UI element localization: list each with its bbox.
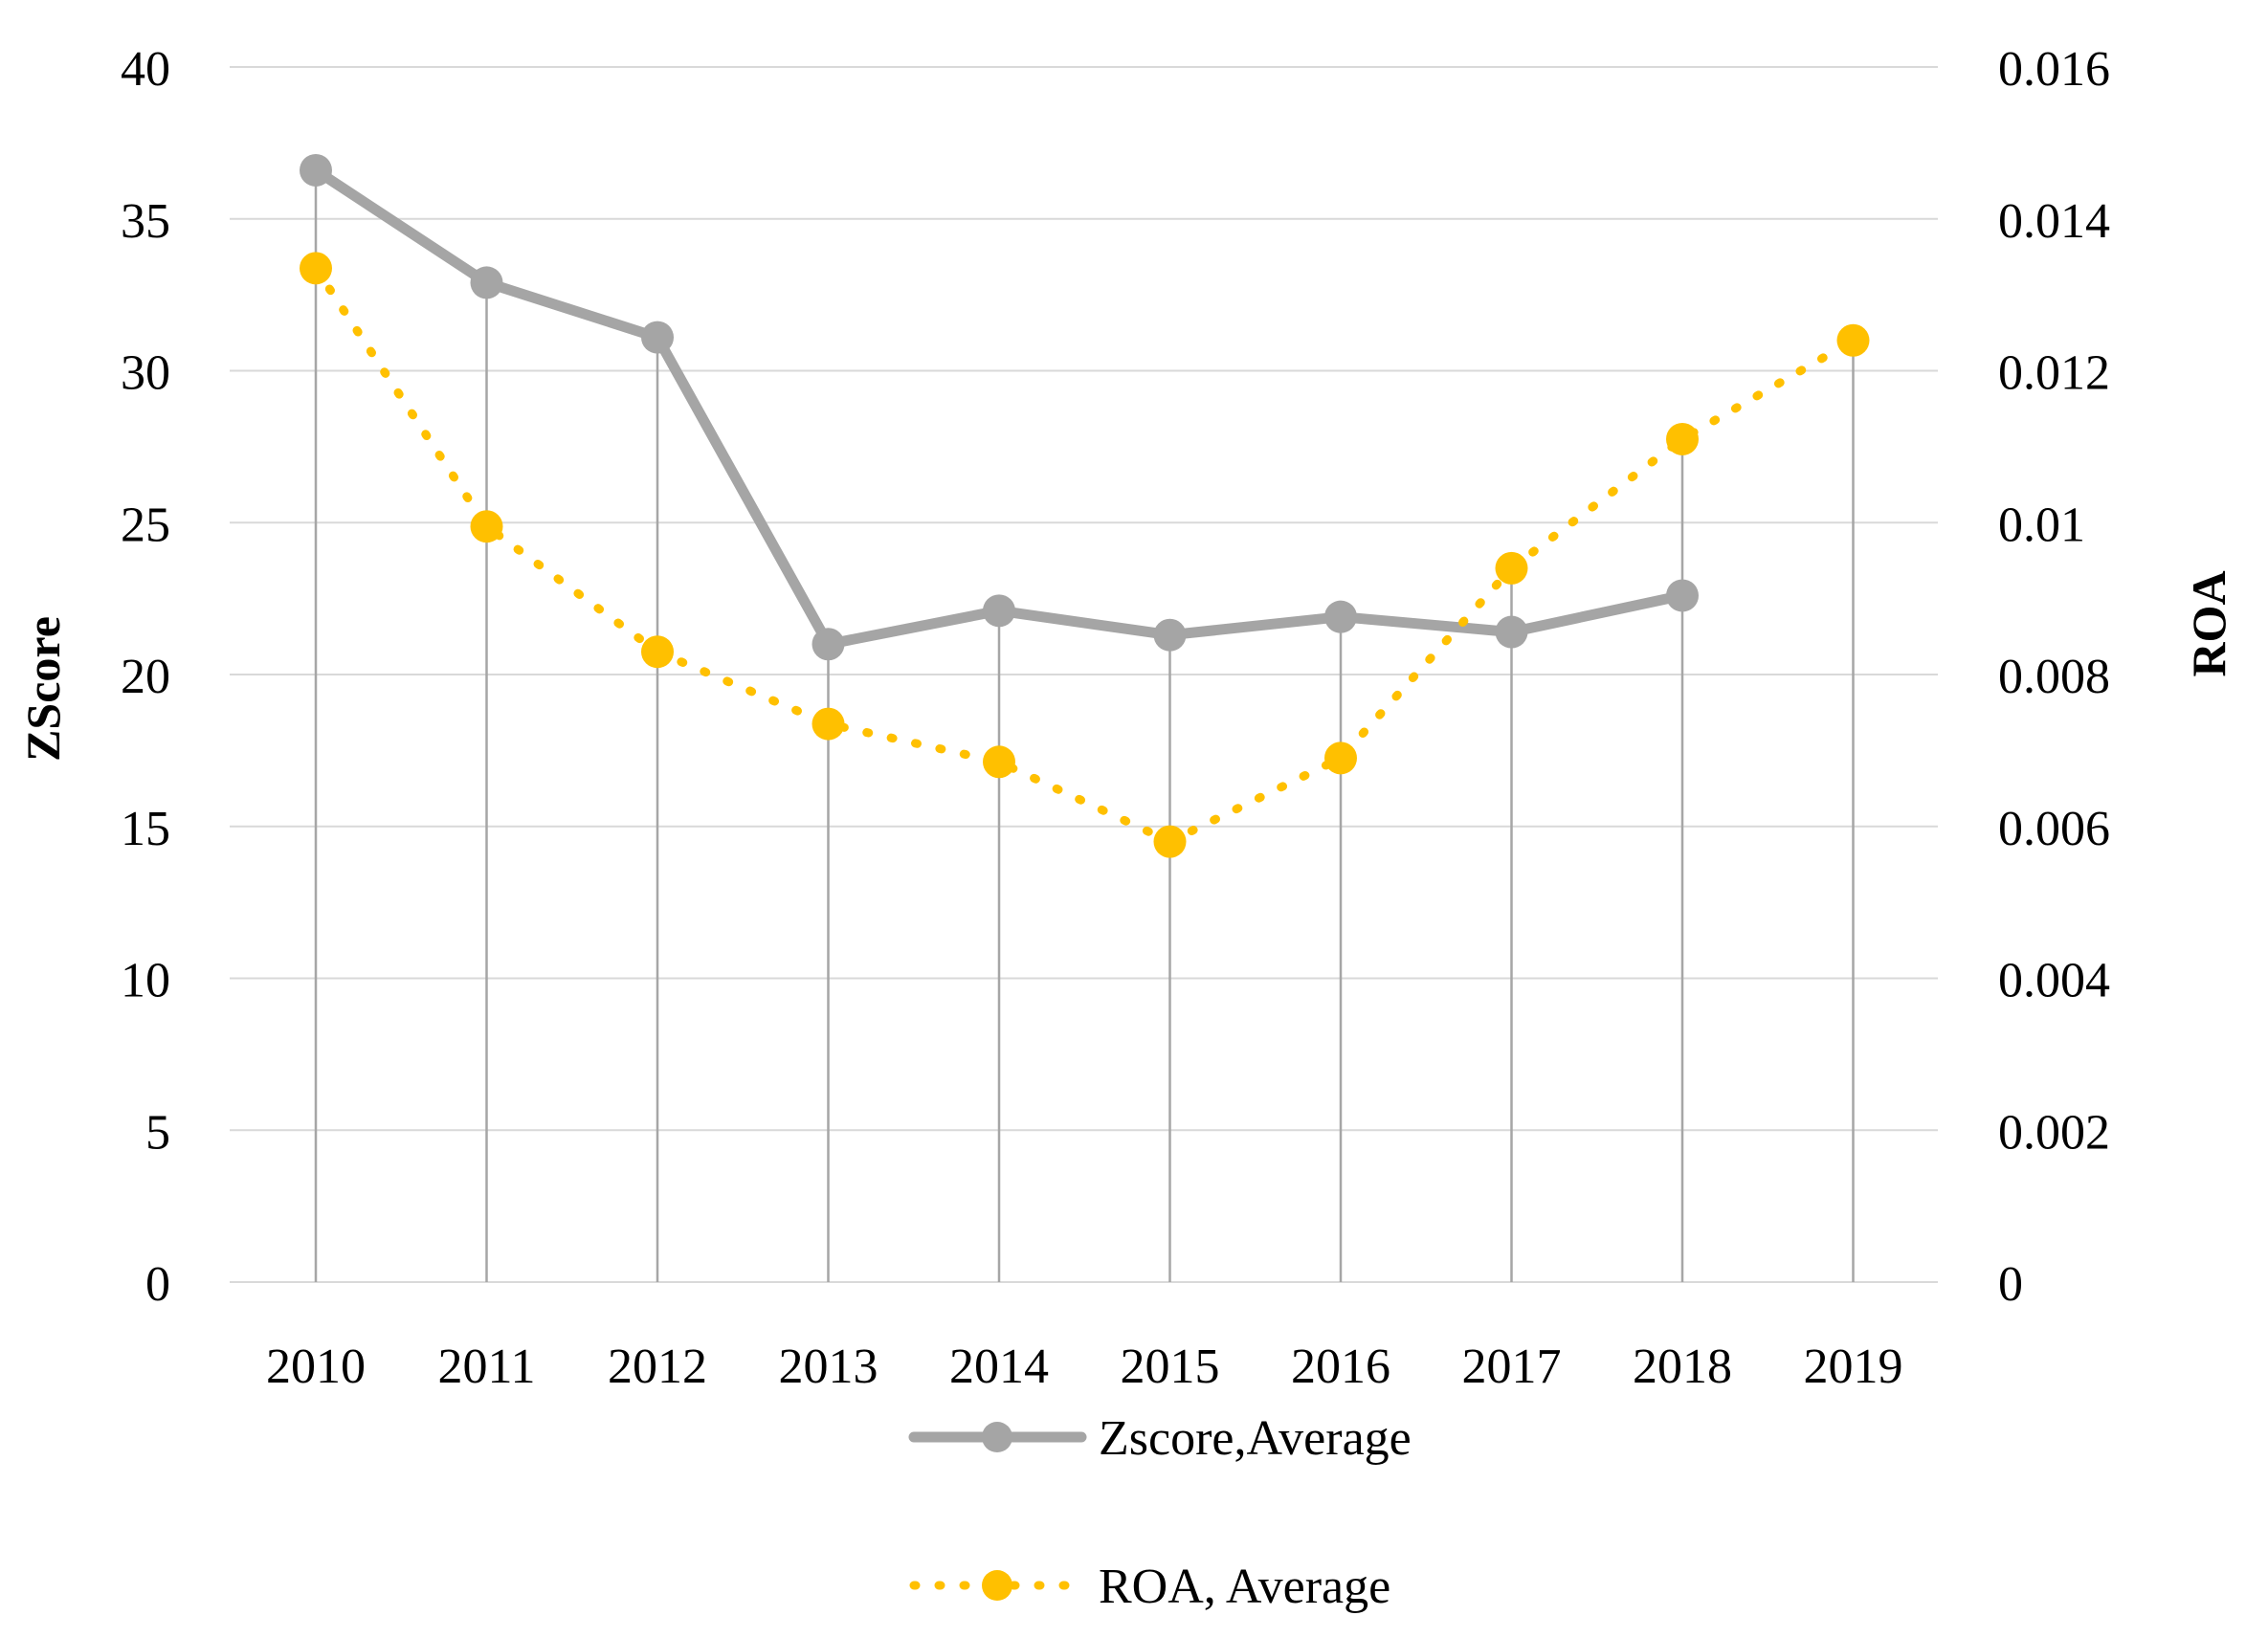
roa-data-point[interactable] [641,635,674,669]
roa-data-point[interactable] [470,510,503,543]
roa-data-point[interactable] [1324,742,1357,775]
zscore-data-point[interactable] [983,594,1015,628]
y-left-tick-label: 20 [121,650,170,704]
zscore-data-point[interactable] [300,153,332,187]
x-tick-label: 2011 [437,1339,535,1394]
y-left-tick-label: 25 [121,498,170,552]
y-right-tick-label: 0.012 [1998,346,2110,401]
y-axis-right-title: ROA [2182,570,2235,676]
zscore-data-point[interactable] [470,266,503,299]
left-axis-ticks: 0 5 10 15 20 25 30 35 40 [121,42,170,1312]
x-tick-label: 2014 [949,1339,1049,1394]
y-left-tick-label: 40 [121,42,170,97]
roa-series-line [311,263,1857,847]
x-tick-label: 2013 [779,1339,878,1394]
x-tick-label: 2010 [266,1339,366,1394]
roa-data-point[interactable] [812,707,845,741]
gridlines [230,66,1938,1283]
y-right-tick-label: 0.01 [1998,498,2085,552]
roa-data-point[interactable] [983,745,1015,779]
zscore-data-point[interactable] [812,628,845,661]
x-axis-ticks: 2010 2011 2012 2013 2014 2015 2016 2017 2018 2019 [266,1339,1903,1394]
y-left-tick-label: 10 [121,954,170,1008]
roa-data-point[interactable] [1836,323,1870,357]
y-right-tick-label: 0.014 [1998,194,2110,249]
drop-lines [314,169,1855,1282]
legend: Zscore,Average ROA, Average [908,1411,1412,1614]
y-left-tick-label: 30 [121,346,170,401]
y-right-tick-label: 0.008 [1998,650,2110,704]
x-tick-label: 2018 [1633,1339,1732,1394]
y-left-tick-label: 35 [121,194,170,249]
zscore-data-point[interactable] [1153,618,1187,652]
roa-data-point[interactable] [1153,825,1187,858]
zscore-data-point[interactable] [1666,579,1699,612]
roa-data-point[interactable] [1666,422,1699,455]
y-left-tick-label: 15 [121,802,170,856]
y-left-tick-label: 0 [145,1257,170,1312]
right-axis-ticks: 0 0.002 0.004 0.006 0.008 0.01 0.012 0.014 0.016 [1998,42,2110,1312]
y-left-tick-label: 5 [145,1105,170,1160]
y-right-tick-label: 0.006 [1998,802,2110,856]
legend-roa-label: ROA, Average [1099,1560,1390,1614]
x-tick-label: 2012 [608,1339,707,1394]
x-tick-label: 2017 [1462,1339,1562,1394]
y-right-tick-label: 0.016 [1998,42,2110,97]
zscore-data-point[interactable] [641,321,674,354]
series-markers [300,153,1870,858]
x-tick-label: 2016 [1291,1339,1390,1394]
y-axis-left-title: ZScore [16,616,70,762]
zscore-series-line [310,165,1688,650]
legend-zscore-marker-swatch [982,1422,1012,1452]
legend-zscore-label: Zscore,Average [1099,1411,1412,1466]
zscore-data-point[interactable] [1324,600,1357,633]
legend-item-zscore[interactable]: Zscore,Average [908,1411,1412,1466]
x-tick-label: 2015 [1121,1339,1220,1394]
legend-roa-marker-swatch [982,1570,1012,1601]
legend-item-roa[interactable]: ROA, Average [909,1560,1390,1614]
series-lines [310,165,1857,847]
y-right-tick-label: 0.002 [1998,1105,2110,1160]
roa-data-point[interactable] [1495,551,1528,585]
x-tick-label: 2019 [1804,1339,1903,1394]
y-right-tick-label: 0 [1998,1257,2023,1312]
y-right-tick-label: 0.004 [1998,954,2110,1008]
zscore-data-point[interactable] [1495,615,1528,649]
roa-data-point[interactable] [300,252,332,285]
